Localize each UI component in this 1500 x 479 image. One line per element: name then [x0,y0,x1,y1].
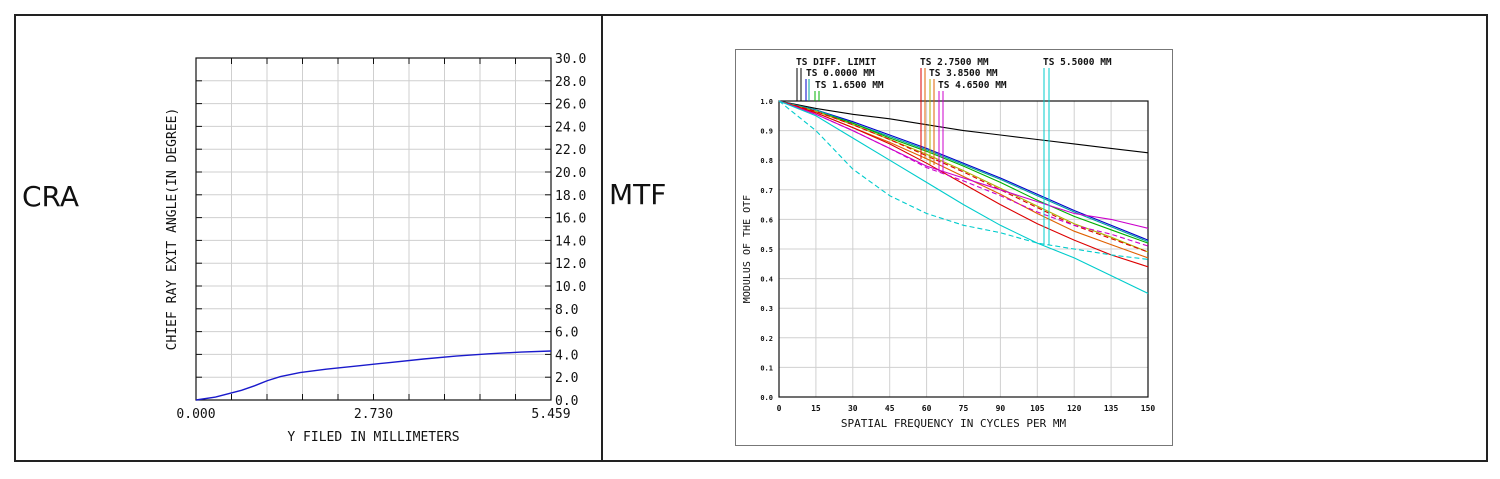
cra-y-tick-label: 12.0 [555,257,586,272]
mtf-legend-label: TS 0.0000 MM [806,68,875,79]
mtf-y-tick-label: 0.6 [760,216,773,224]
mtf-y-tick-label: 0.1 [760,364,773,372]
cra-y-axis-label: CHIEF RAY EXIT ANGLE(IN DEGREE) [165,108,180,351]
cra-y-tick-label: 20.0 [555,166,586,181]
cra-panel-label: CRA [22,180,80,213]
mtf-x-tick-label: 135 [1104,404,1119,413]
figure-frame [14,14,1488,462]
cra-x-axis-label: Y FILED IN MILLIMETERS [287,430,459,445]
mtf-x-tick-label: 15 [811,404,821,413]
mtf-series-line [778,100,1149,247]
panel-divider [601,14,603,462]
mtf-x-tick-label: 60 [922,404,932,413]
cra-y-tick-label: 0.0 [555,394,578,409]
mtf-x-tick-label: 0 [777,404,782,413]
mtf-y-tick-label: 0.7 [760,187,773,195]
mtf-legend-label: TS 4.6500 MM [938,80,1007,91]
mtf-y-tick-label: 0.2 [760,335,773,343]
cra-y-tick-label: 10.0 [555,280,586,295]
cra-y-tick-label: 22.0 [555,143,586,158]
mtf-series-line [778,100,1149,268]
mtf-plot-border [778,100,1149,398]
mtf-series-line [778,100,1149,260]
cra-y-tick-label: 18.0 [555,189,586,204]
mtf-series-line [778,100,1149,154]
cra-y-tick-label: 16.0 [555,212,586,227]
mtf-y-tick-label: 0.5 [760,246,773,254]
cra-y-tick-label: 2.0 [555,371,578,386]
cra-x-tick-label: 0.000 [176,407,215,422]
mtf-x-tick-label: 30 [848,404,858,413]
mtf-y-tick-label: 0.0 [760,394,773,402]
mtf-y-tick-label: 0.4 [760,276,773,284]
mtf-series-line [778,100,1149,244]
cra-x-tick-label: 2.730 [354,407,393,422]
mtf-x-tick-label: 150 [1141,404,1156,413]
cra-y-tick-label: 8.0 [555,303,578,318]
mtf-panel-label: MTF [609,178,667,211]
mtf-x-tick-label: 90 [996,404,1006,413]
mtf-legend-label: TS DIFF. LIMIT [796,57,876,68]
cra-y-tick-label: 30.0 [555,52,586,67]
mtf-series-line [778,100,1149,253]
mtf-y-tick-label: 0.3 [760,305,773,313]
cra-y-tick-label: 24.0 [555,120,586,135]
mtf-legend-label: TS 5.5000 MM [1043,57,1112,68]
mtf-x-tick-label: 120 [1067,404,1082,413]
mtf-x-axis-label: SPATIAL FREQUENCY IN CYCLES PER MM [841,417,1067,430]
mtf-legend-label: TS 2.7500 MM [920,57,989,68]
mtf-series-line [778,100,1149,294]
mtf-legend-label: TS 1.6500 MM [815,80,884,91]
mtf-y-tick-label: 0.9 [760,128,773,136]
cra-y-tick-label: 28.0 [555,75,586,90]
cra-y-tick-label: 4.0 [555,348,578,363]
cra-y-tick-label: 6.0 [555,326,578,341]
mtf-plot-frame [735,49,1173,446]
cra-x-tick-label: 5.459 [531,407,570,422]
mtf-legend-label: TS 3.8500 MM [929,68,998,79]
cra-y-tick-label: 14.0 [555,234,586,249]
mtf-x-tick-label: 105 [1030,404,1045,413]
cra-series-line [195,350,552,401]
mtf-x-tick-label: 45 [885,404,895,413]
mtf-y-axis-label: MODULUS OF THE OTF [742,195,753,303]
cra-y-tick-label: 26.0 [555,98,586,113]
mtf-y-tick-label: 1.0 [760,98,773,106]
mtf-x-tick-label: 75 [959,404,969,413]
mtf-y-tick-label: 0.8 [760,157,773,165]
